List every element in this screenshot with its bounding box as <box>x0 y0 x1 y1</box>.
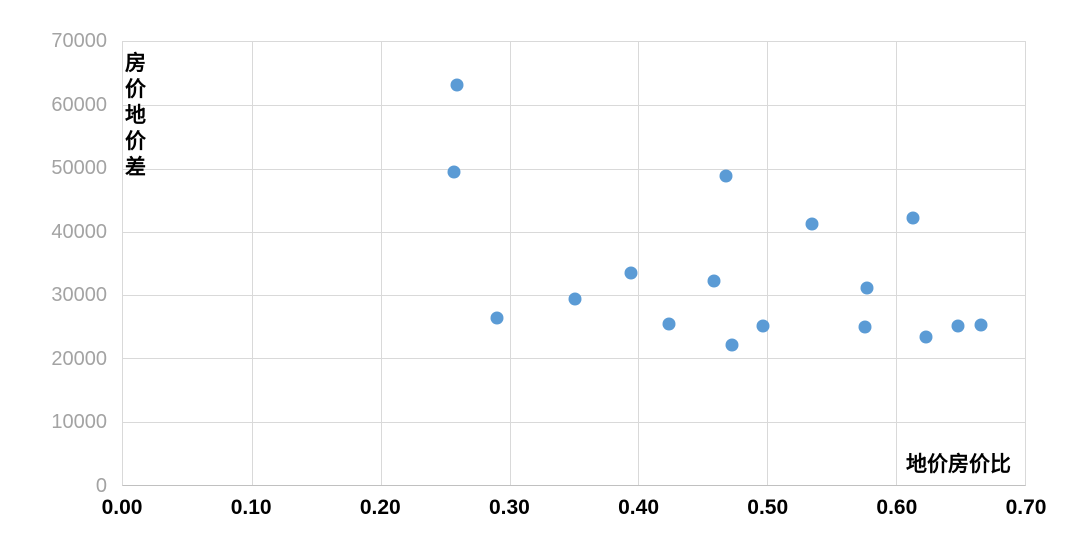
y-tick-label: 60000 <box>51 93 107 116</box>
x-tick-label: 0.30 <box>488 496 530 519</box>
y-tick-label: 30000 <box>51 284 107 307</box>
data-point <box>858 320 872 334</box>
gridline-vertical <box>896 42 898 485</box>
gridline-horizontal <box>123 231 1025 233</box>
x-tick-label: 0.00 <box>101 496 143 519</box>
gridline-vertical <box>767 42 769 485</box>
y-tick-label: 40000 <box>51 220 107 243</box>
data-point <box>719 169 733 183</box>
data-point <box>725 338 739 351</box>
gridline-vertical <box>380 42 382 485</box>
x-tick-label: 0.20 <box>359 496 401 519</box>
data-point <box>624 266 638 280</box>
gridline-vertical <box>509 42 511 485</box>
gridline-vertical <box>638 42 640 485</box>
x-tick-label: 0.50 <box>747 496 789 519</box>
y-axis-title: 房价地价差 <box>125 52 146 179</box>
data-point <box>756 319 770 333</box>
data-point <box>490 311 504 325</box>
data-point <box>860 281 873 295</box>
data-point <box>974 318 988 332</box>
gridline-horizontal <box>123 168 1025 170</box>
x-axis-title: 地价房价比 <box>906 453 1011 476</box>
data-point <box>568 292 582 306</box>
gridline-horizontal <box>123 421 1025 423</box>
data-point <box>906 211 920 225</box>
gridline-horizontal <box>123 105 1025 107</box>
y-tick-label: 0 <box>95 475 107 497</box>
gridline-vertical <box>251 42 253 485</box>
data-point <box>662 317 676 331</box>
y-tick-label: 20000 <box>51 347 107 370</box>
x-tick-label: 0.70 <box>1005 496 1047 519</box>
y-tick-label: 50000 <box>51 157 107 180</box>
plot-area: 地价房价比 <box>122 41 1026 486</box>
y-tick-label: 70000 <box>51 30 107 52</box>
data-point <box>951 319 965 333</box>
data-point <box>805 217 819 231</box>
data-point <box>919 330 933 344</box>
gridline-horizontal <box>123 358 1025 360</box>
data-point <box>707 274 721 288</box>
data-point <box>447 165 461 179</box>
x-tick-label: 0.40 <box>618 496 659 519</box>
data-point <box>450 78 464 92</box>
y-tick-label: 10000 <box>51 411 107 434</box>
x-tick-label: 0.60 <box>876 496 918 519</box>
x-tick-label: 0.10 <box>230 496 272 519</box>
